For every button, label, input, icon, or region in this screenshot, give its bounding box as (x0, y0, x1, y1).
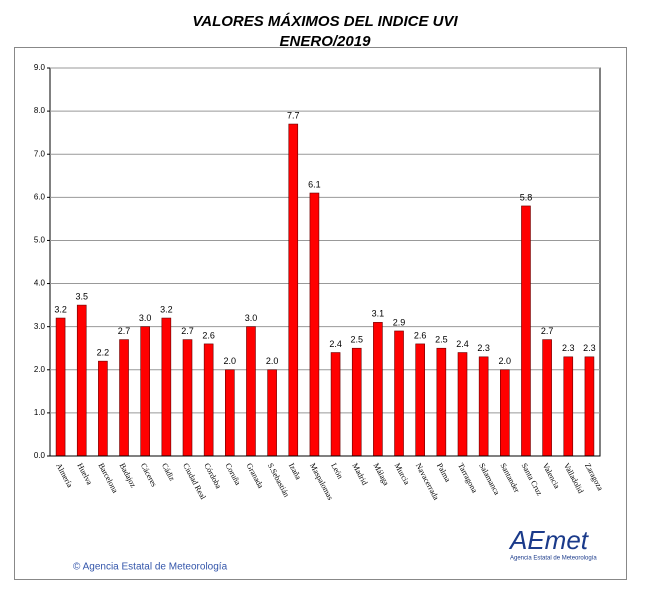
logo: AEmet (508, 525, 590, 555)
x-tick-label: S.Sebastián (266, 462, 291, 499)
value-label: 3.0 (245, 313, 258, 323)
value-label: 2.0 (266, 356, 279, 366)
y-tick-label: 9.0 (34, 63, 46, 72)
y-tick-label: 0.0 (34, 451, 46, 460)
chart-subtitle: ENERO/2019 (280, 33, 372, 50)
bar (351, 347, 362, 457)
x-tick-label: Badajoz (118, 462, 138, 490)
bar (119, 339, 129, 457)
value-label: 2.0 (499, 356, 512, 366)
bar (563, 356, 574, 457)
y-tick-label: 2.0 (34, 365, 46, 374)
bar (457, 352, 468, 457)
value-label: 2.7 (118, 326, 131, 336)
value-label: 2.5 (435, 335, 448, 345)
logo-caption: Agencia Estatal de Meteorología (510, 556, 597, 562)
value-label: 2.3 (583, 343, 596, 353)
x-tick-label: Coruña (223, 462, 242, 487)
bar (309, 192, 320, 457)
value-label: 2.5 (350, 335, 363, 345)
bar (267, 369, 277, 457)
bar (182, 339, 193, 457)
value-label: 3.2 (54, 304, 67, 314)
bar (584, 356, 595, 457)
value-label: 2.7 (541, 326, 554, 336)
bar (415, 343, 425, 457)
y-tick-label: 4.0 (34, 279, 46, 288)
value-label: 2.6 (202, 330, 215, 340)
bar (478, 356, 489, 457)
bar (246, 326, 256, 457)
value-label: 2.3 (562, 343, 575, 353)
bar (373, 322, 383, 457)
x-tick-label: Cádiz (160, 462, 177, 483)
chart-title: VALORES MÁXIMOS DEL INDICE UVI (192, 13, 458, 30)
x-tick-label: Córdoba (202, 462, 223, 491)
x-tick-label: Huelva (75, 462, 94, 487)
plot-area (49, 67, 601, 457)
x-tick-label: Murcia (393, 462, 412, 487)
bar (542, 339, 552, 457)
bar (140, 326, 150, 457)
bar (203, 343, 214, 457)
x-tick-label: Cáceres (139, 462, 159, 489)
value-label: 2.2 (97, 348, 110, 358)
x-tick-label: Barcelona (96, 462, 119, 495)
value-label: 3.0 (139, 313, 152, 323)
x-tick-label: León (329, 462, 345, 481)
y-tick-label: 7.0 (34, 149, 46, 158)
bar (225, 369, 235, 457)
y-tick-label: 5.0 (34, 236, 46, 245)
x-tick-label: Málaga (371, 462, 390, 488)
y-tick-label: 6.0 (34, 192, 46, 201)
value-label: 5.8 (520, 192, 533, 202)
bar (394, 330, 404, 457)
y-tick-label: 3.0 (34, 322, 46, 331)
value-label: 2.4 (329, 339, 342, 349)
x-tick-label: Santander (498, 462, 521, 495)
value-label: 2.7 (181, 326, 194, 336)
x-tick-label: Salamanca (477, 462, 501, 497)
bar (288, 123, 299, 457)
y-tick-label: 1.0 (34, 408, 46, 417)
x-tick-label: Valencia (541, 462, 562, 491)
bar (76, 304, 87, 457)
value-label: 2.9 (393, 317, 406, 327)
bar (161, 317, 172, 457)
value-label: 3.2 (160, 304, 173, 314)
bar (330, 352, 341, 457)
x-tick-label: Madrid (350, 462, 369, 487)
x-tick-label: Zaragoza (583, 462, 605, 493)
x-tick-label: Tarragona (456, 462, 479, 495)
value-label: 7.7 (287, 110, 300, 120)
bar (98, 360, 108, 457)
x-tick-label: Almería (54, 462, 74, 490)
value-label: 2.4 (456, 339, 469, 349)
bar (55, 317, 66, 457)
value-label: 6.1 (308, 179, 321, 189)
value-label: 2.3 (477, 343, 490, 353)
credit: © Agencia Estatal de Meteorología (73, 562, 228, 573)
value-label: 3.1 (372, 309, 385, 319)
x-tick-label: Izaña (287, 462, 303, 482)
y-tick-label: 8.0 (34, 106, 46, 115)
value-label: 2.0 (224, 356, 237, 366)
bar (500, 369, 510, 457)
x-tick-label: Palma (435, 462, 453, 484)
frame (14, 47, 627, 580)
x-tick-label: Santa Cruz (520, 462, 545, 498)
x-tick-label: Granada (245, 462, 266, 491)
bar (521, 205, 531, 457)
value-label: 3.5 (75, 291, 88, 301)
x-tick-label: Valladolid (562, 462, 585, 495)
bar (436, 347, 447, 457)
value-label: 2.6 (414, 330, 427, 340)
